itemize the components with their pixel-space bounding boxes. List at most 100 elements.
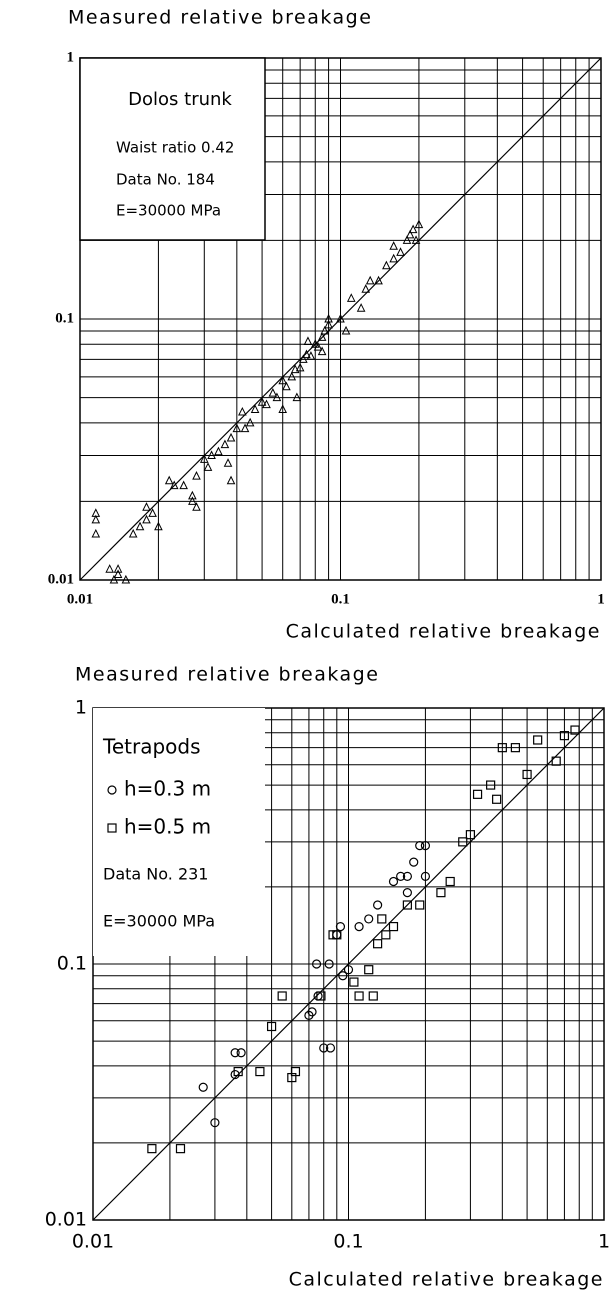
point: [255, 1066, 265, 1077]
point: [214, 446, 223, 456]
point: [324, 959, 334, 969]
point: [409, 857, 419, 867]
point: [354, 991, 364, 1001]
point: [343, 965, 354, 975]
point: [142, 514, 151, 524]
point: [175, 1144, 186, 1154]
point: [295, 362, 305, 372]
point: [266, 1021, 277, 1032]
point: [113, 569, 123, 578]
legend-box: [93, 708, 265, 956]
point: [121, 574, 131, 584]
point: [356, 303, 366, 312]
point: [324, 313, 333, 323]
point: [373, 900, 383, 910]
point: [332, 930, 342, 940]
y-tick-label: 0.01: [45, 1209, 87, 1231]
point: [192, 471, 201, 480]
point: [349, 977, 359, 987]
point: [361, 284, 371, 293]
reference-line: [79, 57, 602, 581]
point: [415, 841, 425, 851]
y-tick-label: 1: [67, 49, 75, 65]
point: [257, 397, 267, 406]
point: [278, 404, 288, 414]
point: [313, 991, 323, 1001]
point: [210, 1118, 220, 1128]
point: [220, 439, 230, 449]
point: [570, 725, 580, 735]
point: [388, 921, 399, 932]
legend-marker: [107, 823, 117, 833]
point: [154, 521, 163, 531]
point: [313, 342, 323, 351]
point: [272, 392, 282, 402]
annotation: E=30000 MPa: [103, 912, 215, 931]
point: [226, 432, 236, 442]
point: [324, 319, 333, 329]
point: [169, 480, 179, 490]
reference-line: [92, 707, 605, 1221]
point: [492, 794, 502, 804]
legend-label: h=0.5 m: [124, 815, 211, 839]
point: [179, 480, 188, 490]
point: [373, 939, 383, 949]
point: [250, 404, 260, 414]
x-tick-label: 1: [597, 591, 605, 607]
point: [405, 229, 415, 239]
point: [317, 346, 327, 356]
point: [233, 1066, 243, 1077]
point: [335, 921, 346, 932]
point: [420, 871, 431, 881]
point: [551, 756, 561, 766]
point: [147, 1144, 157, 1154]
point: [278, 375, 288, 385]
annotation: Dolos trunk: [128, 89, 232, 110]
point: [292, 392, 302, 402]
point: [389, 241, 398, 250]
point: [411, 235, 421, 244]
annotation: Waist ratio 0.42: [116, 139, 234, 157]
annotation: E=30000 MPa: [116, 202, 221, 220]
legend-label: h=0.3 m: [124, 777, 211, 801]
point: [382, 260, 391, 270]
x-tick-label: 1: [598, 1231, 609, 1253]
point: [522, 769, 532, 780]
point: [142, 502, 151, 511]
point: [268, 388, 278, 397]
point: [374, 275, 383, 285]
point: [245, 417, 255, 427]
point: [290, 1066, 301, 1077]
point: [533, 735, 543, 745]
point: [306, 351, 316, 360]
legend-box: [79, 57, 266, 241]
point: [188, 496, 197, 505]
point: [414, 219, 424, 229]
point: [402, 871, 412, 881]
y-tick-label: 0.1: [57, 953, 87, 975]
point: [396, 871, 406, 881]
point: [325, 1043, 336, 1053]
point: [559, 731, 570, 741]
point: [341, 325, 351, 335]
point: [402, 888, 412, 898]
point: [458, 837, 468, 847]
point: [262, 399, 271, 409]
point: [307, 1007, 317, 1017]
point: [465, 830, 476, 840]
point: [148, 508, 157, 517]
point: [445, 876, 455, 887]
point: [381, 930, 391, 940]
point: [135, 521, 145, 531]
point: [302, 349, 311, 359]
x-tick-label: 0.01: [67, 591, 93, 607]
y-tick-label: 0.1: [55, 310, 74, 326]
x-axis-label: Calculated relative breakage: [289, 1269, 604, 1291]
point: [377, 914, 387, 924]
point: [510, 743, 520, 753]
annotation: Data No. 184: [116, 171, 215, 189]
point: [408, 224, 418, 234]
point: [240, 423, 250, 433]
point: [303, 336, 313, 345]
